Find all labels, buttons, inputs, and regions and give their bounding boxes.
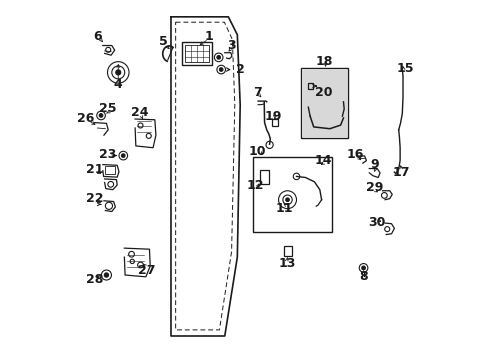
Text: 15: 15 (396, 62, 413, 75)
Text: 17: 17 (391, 166, 409, 179)
Text: 11: 11 (275, 202, 292, 215)
Text: 27: 27 (138, 264, 155, 277)
Bar (182, 42, 212, 65)
Text: 26: 26 (77, 112, 95, 125)
Text: 23: 23 (99, 148, 116, 161)
Text: 10: 10 (248, 145, 266, 158)
Bar (307, 83, 312, 89)
Circle shape (217, 55, 220, 59)
Text: 12: 12 (246, 179, 264, 192)
Text: 16: 16 (346, 148, 363, 161)
Circle shape (285, 198, 289, 202)
Bar (271, 120, 278, 126)
Text: 24: 24 (131, 106, 148, 119)
Text: 29: 29 (365, 181, 382, 194)
Text: 19: 19 (264, 110, 281, 123)
Circle shape (99, 114, 102, 117)
Text: 25: 25 (99, 103, 116, 116)
Text: 5: 5 (159, 35, 168, 49)
Bar (184, 45, 209, 62)
Text: 1: 1 (204, 30, 213, 43)
Text: 9: 9 (369, 158, 378, 171)
Text: 20: 20 (314, 86, 331, 99)
Circle shape (361, 266, 365, 270)
Text: 7: 7 (252, 86, 261, 99)
Circle shape (219, 68, 223, 71)
Text: 8: 8 (359, 270, 367, 283)
Text: 22: 22 (86, 192, 103, 205)
Text: 28: 28 (86, 273, 103, 286)
Text: 3: 3 (227, 39, 235, 52)
Circle shape (104, 273, 108, 277)
Circle shape (121, 154, 125, 157)
Bar (260, 170, 268, 184)
Bar (253, 157, 332, 232)
Text: 21: 21 (86, 163, 103, 176)
Text: 2: 2 (235, 63, 244, 76)
Text: 30: 30 (367, 216, 385, 229)
Bar (302, 69, 346, 136)
Text: 6: 6 (93, 30, 102, 43)
Text: 13: 13 (278, 257, 295, 270)
Text: 4: 4 (114, 78, 122, 91)
Bar (104, 166, 115, 174)
Bar (301, 68, 347, 138)
Text: 14: 14 (314, 154, 331, 167)
Circle shape (116, 70, 121, 75)
Text: 18: 18 (315, 55, 332, 68)
Bar (284, 246, 291, 256)
